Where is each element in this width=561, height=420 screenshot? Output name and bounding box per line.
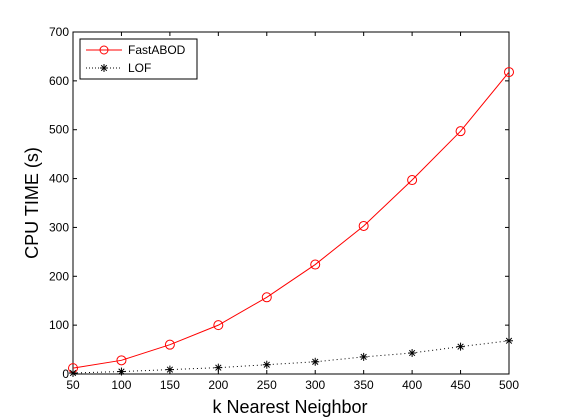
data-point-lof — [69, 369, 77, 378]
y-tick-label: 600 — [49, 74, 69, 88]
data-point-fastabod — [261, 292, 272, 303]
data-point-fastabod — [164, 339, 175, 350]
x-axis-title: k Nearest Neighbor — [212, 397, 367, 417]
y-tick-label: 400 — [49, 172, 69, 186]
data-point-lof — [456, 342, 465, 351]
x-tick-label: 250 — [257, 378, 277, 392]
x-tick-label: 400 — [402, 378, 422, 392]
data-point-fastabod — [310, 259, 321, 270]
x-tick-label: 350 — [354, 378, 374, 392]
data-point-fastabod — [213, 320, 224, 331]
data-point-lof — [359, 352, 368, 361]
series-layer — [68, 67, 514, 378]
legend-star-shape — [100, 64, 108, 72]
data-point-lof — [408, 348, 417, 357]
y-tick-label: 500 — [49, 123, 69, 137]
data-point-lof — [117, 367, 126, 376]
legend-label-fastabod: FastABOD — [128, 43, 186, 57]
data-point-fastabod — [116, 355, 127, 366]
data-point-fastabod — [504, 67, 514, 78]
legend-label-lof: LOF — [128, 61, 151, 75]
plot-area — [72, 31, 510, 375]
data-point-lof — [505, 336, 513, 345]
legend-marker-lof — [100, 64, 108, 72]
x-tick-label: 500 — [499, 378, 519, 392]
legend-box — [79, 38, 198, 80]
x-tick-label: 150 — [160, 378, 180, 392]
data-point-fastabod — [407, 175, 418, 186]
x-tick-label: 100 — [111, 378, 131, 392]
y-tick-label: 0 — [62, 367, 69, 381]
x-tick-label: 50 — [66, 378, 80, 392]
y-axis-title: CPU TIME (s) — [22, 147, 42, 259]
x-axis: 50 100 150 200 250 300 350 400 450 500 — [66, 32, 519, 392]
legend-marker-fastabod — [99, 45, 109, 55]
series-line-fastabod — [72, 71, 510, 369]
y-tick-label: 200 — [49, 269, 69, 283]
data-point-fastabod — [358, 220, 369, 231]
legend: FastABOD LOF — [79, 38, 198, 80]
data-point-lof — [311, 357, 320, 366]
y-axis: 0 100 200 300 400 500 600 700 — [49, 25, 509, 381]
data-point-lof — [214, 363, 223, 372]
y-tick-label: 700 — [49, 25, 69, 39]
x-tick-label: 450 — [451, 378, 471, 392]
series-line-lof — [72, 340, 510, 374]
x-tick-label: 300 — [305, 378, 325, 392]
y-tick-label: 300 — [49, 220, 69, 234]
data-point-lof — [262, 360, 271, 369]
x-tick-label: 200 — [208, 378, 228, 392]
data-point-fastabod — [455, 126, 466, 137]
y-tick-label: 100 — [49, 318, 69, 332]
data-point-lof — [165, 365, 174, 374]
